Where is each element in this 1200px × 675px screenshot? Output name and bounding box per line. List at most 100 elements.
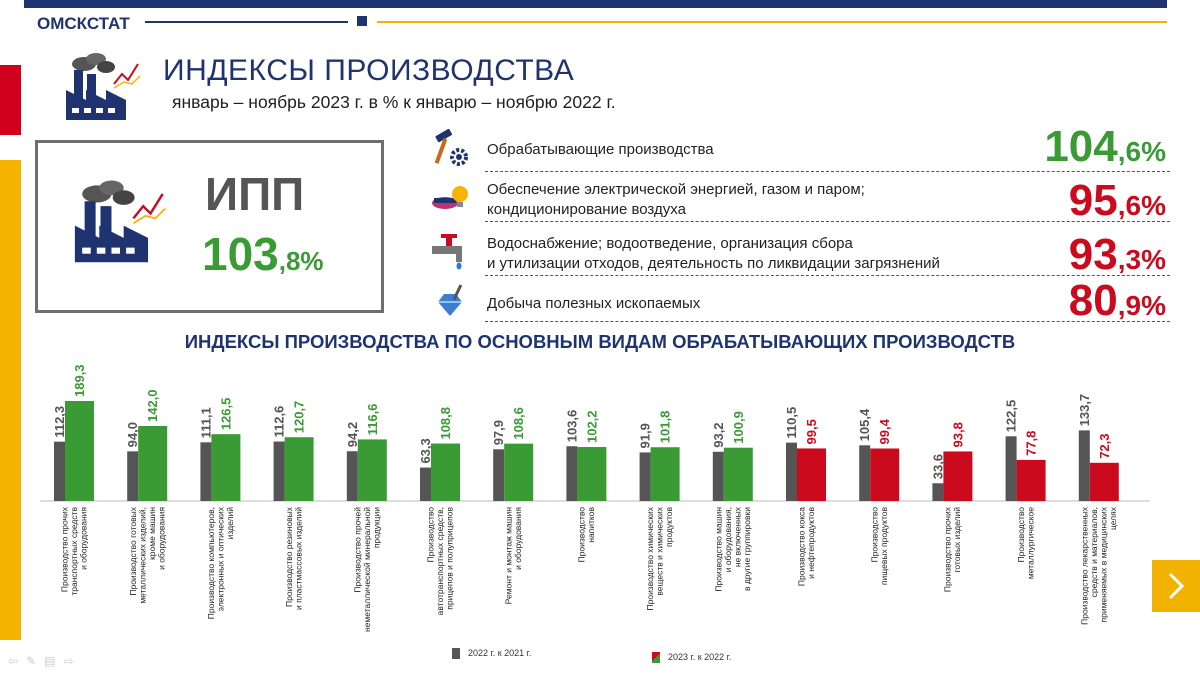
- data-label-2022: 94,0: [125, 422, 140, 447]
- top-bar: [24, 0, 1167, 8]
- category-label: Производство машини оборудования,не вклю…: [714, 506, 753, 591]
- indicator-label: Добыча полезных ископаемых: [487, 295, 701, 312]
- bar-2022: [346, 451, 358, 501]
- data-label-2022: 110,5: [784, 407, 799, 439]
- data-label-2023: 108,8: [438, 407, 453, 440]
- bar-2023: [577, 447, 607, 501]
- category-label: Производствонапитков: [577, 507, 597, 563]
- hammer-gear-icon: [434, 128, 468, 166]
- accent-strip-yellow: [0, 160, 21, 640]
- data-label-2023: 72,3: [1097, 433, 1112, 458]
- bar-2023: [284, 437, 314, 501]
- indicator-label: Водоснабжение; водоотведение, организаци…: [487, 235, 940, 272]
- indicator-value: 80,9%: [1069, 276, 1166, 326]
- bar-2022: [932, 483, 944, 501]
- dashed-divider: [485, 275, 1170, 276]
- data-label-2023: 142,0: [145, 389, 160, 422]
- indicator-value-dec: ,6%: [1117, 190, 1166, 221]
- dashed-divider: [485, 171, 1170, 172]
- accent-strip-red: [0, 65, 21, 135]
- indicator-row: Добыча полезных ископаемых 80,9%: [430, 276, 1170, 325]
- data-label-2023: 77,8: [1024, 431, 1039, 456]
- header-divider-left: [145, 21, 348, 23]
- data-label-2022: 112,6: [272, 406, 287, 438]
- prev-arrow-icon[interactable]: ⇦: [8, 654, 27, 668]
- indicator-value-dec: ,9%: [1117, 290, 1166, 321]
- bar-2023: [1016, 459, 1046, 501]
- data-label-2022: 91,9: [638, 423, 653, 448]
- category-label: Ремонт и монтаж машини оборудования: [503, 507, 523, 605]
- data-label-2023: 126,5: [218, 398, 233, 431]
- legend-swatch: [452, 648, 460, 660]
- bar-2022: [859, 445, 871, 501]
- data-label-2022: 133,7: [1077, 394, 1092, 427]
- data-label-2023: 120,7: [292, 401, 307, 434]
- indicator-value-int: 95: [1068, 176, 1118, 225]
- bar-2022: [566, 446, 578, 501]
- pen-icon[interactable]: ✎: [26, 654, 45, 668]
- data-label-2023: 108,6: [511, 407, 526, 440]
- indicator-value-int: 80: [1068, 276, 1118, 325]
- indicator-label: Обрабатывающие производства: [487, 141, 714, 158]
- factory-icon: [66, 53, 141, 120]
- bar-2023: [797, 448, 826, 501]
- bar-2022: [127, 451, 139, 501]
- bar-2023: [723, 447, 753, 501]
- data-label-2022: 97,9: [491, 420, 506, 445]
- page-title: ИНДЕКСЫ ПРОИЗВОДСТВА: [163, 54, 575, 87]
- bar-2022: [54, 441, 65, 501]
- data-label-2023: 99,4: [877, 418, 892, 444]
- data-label-2023: 189,3: [72, 364, 87, 397]
- bar-2023: [504, 443, 534, 501]
- bar-2023: [211, 434, 241, 501]
- indicator-row: Водоснабжение; водоотведение, организаци…: [430, 226, 1170, 279]
- indicator-label: Обеспечение электрической энергией, газо…: [487, 181, 865, 218]
- category-label: Производство резиновыхи пластмассовых из…: [284, 506, 304, 610]
- bar-2022: [639, 452, 651, 501]
- bar-2022: [1078, 430, 1090, 501]
- bar-2022: [493, 449, 505, 501]
- data-label-2022: 63,3: [418, 438, 433, 463]
- data-label-2023: 100,9: [731, 411, 746, 444]
- data-label-2022: 103,6: [564, 410, 579, 443]
- bar-2023: [357, 439, 387, 501]
- bar-2023: [650, 447, 680, 501]
- data-label-2023: 99,5: [804, 419, 819, 444]
- data-label-2023: 101,8: [658, 411, 673, 444]
- factory-icon-large: [74, 180, 166, 263]
- bar-2023: [138, 425, 168, 501]
- indicator-value: 104,6%: [1044, 122, 1166, 172]
- indicator-value-dec: ,3%: [1117, 244, 1166, 275]
- menu-icon[interactable]: ▤: [44, 654, 64, 668]
- bar-2022: [200, 442, 212, 501]
- data-label-2022: 93,2: [711, 422, 726, 447]
- next-arrow-icon[interactable]: ⇨: [63, 654, 82, 668]
- data-label-2022: 122,5: [1004, 400, 1019, 433]
- slideshow-controls: ⇦✎▤⇨: [8, 654, 82, 668]
- data-label-2022: 33,6: [930, 454, 945, 479]
- category-label: Производствопищевых продуктов: [869, 507, 889, 586]
- water-tap-icon: [432, 234, 462, 270]
- category-label: Производство компьютеров,электронных и о…: [206, 506, 235, 619]
- bar-2023: [943, 451, 973, 501]
- data-label-2022: 111,1: [198, 407, 213, 438]
- bar-2023: [65, 401, 94, 501]
- bar-2022: [1005, 436, 1017, 501]
- category-label: Производство прочихтранспортных средстви…: [60, 506, 89, 595]
- dashed-divider: [485, 321, 1170, 322]
- indicator-value: 95,6%: [1069, 176, 1166, 226]
- next-slide-button[interactable]: [1152, 560, 1200, 612]
- data-label-2023: 93,8: [950, 422, 965, 447]
- indicator-value-dec: ,6%: [1117, 136, 1166, 167]
- bar-2022: [273, 441, 285, 501]
- bar-2023: [870, 448, 900, 501]
- data-label-2023: 102,2: [584, 410, 599, 443]
- bar-2023: [431, 443, 460, 501]
- ipp-value-int: 103: [202, 228, 279, 280]
- indicator-value: 93,3%: [1069, 230, 1166, 280]
- category-label: Производство химическихвеществ и химичес…: [645, 506, 674, 610]
- indicator-value-int: 93: [1068, 230, 1118, 279]
- chevron-right-icon: [1168, 572, 1185, 600]
- category-label: Производство коксаи нефтепродуктов: [796, 507, 816, 587]
- legend-item-2023: 2023 г. к 2022 г.: [652, 652, 731, 664]
